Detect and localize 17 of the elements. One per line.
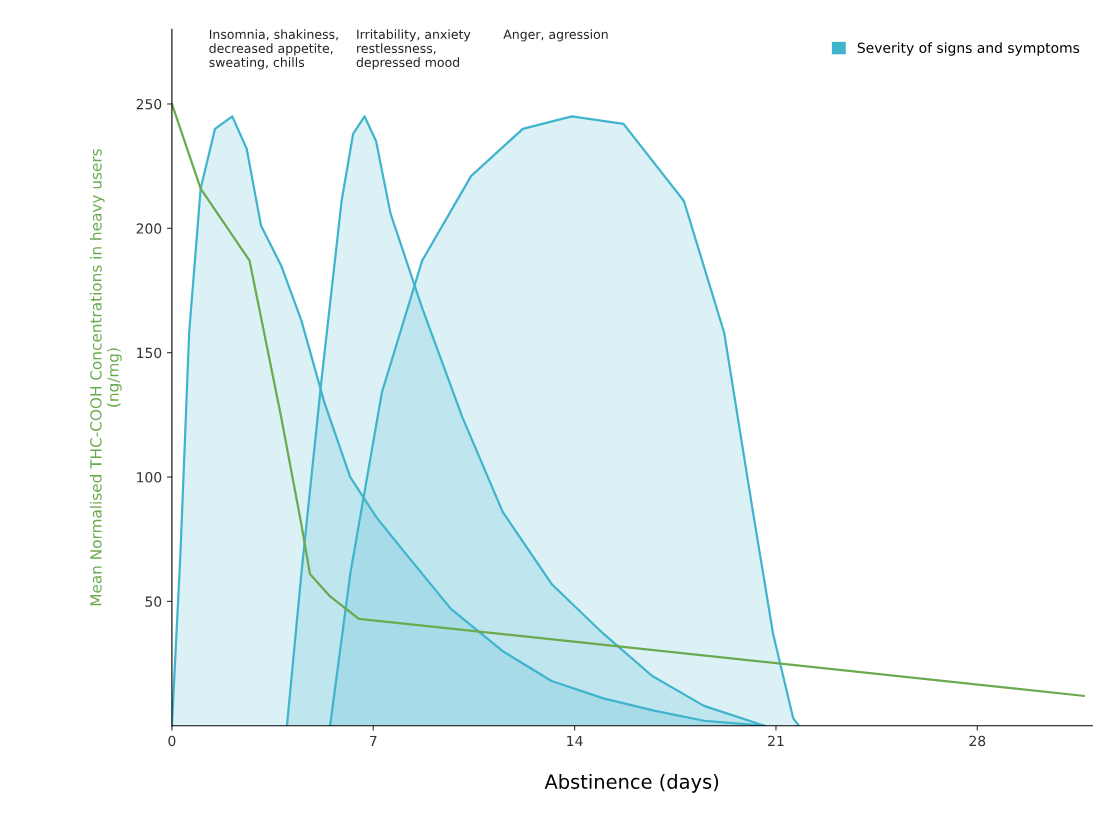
annotation: Anger, agression bbox=[503, 29, 608, 42]
legend-label: Severity of signs and symptoms bbox=[857, 42, 1080, 56]
x-tick-label: 21 bbox=[768, 735, 784, 747]
annotation: Insomnia, shakiness, decreased appetite, sweating, chills bbox=[209, 29, 338, 70]
line-series bbox=[171, 102, 1085, 697]
y-axis-title: Mean Normalised THC-COOH Concentrations in heavy users (ng/mg) bbox=[89, 149, 122, 606]
y-tick-label: 200 bbox=[136, 223, 162, 234]
annotation: Irritability, anxiety restlessness, depressed mood bbox=[356, 29, 471, 70]
x-tick-label: 28 bbox=[969, 735, 986, 747]
y-tick-label: 250 bbox=[136, 98, 162, 110]
x-tick-label: 0 bbox=[168, 735, 176, 747]
x-tick-label: 14 bbox=[567, 735, 583, 747]
y-tick-label: 50 bbox=[145, 596, 162, 607]
y-tick-label: 100 bbox=[137, 472, 162, 483]
y-tick-label: 150 bbox=[137, 347, 162, 359]
x-axis-title: Abstinence (days) bbox=[544, 773, 719, 793]
x-tick-label: 7 bbox=[369, 735, 377, 747]
